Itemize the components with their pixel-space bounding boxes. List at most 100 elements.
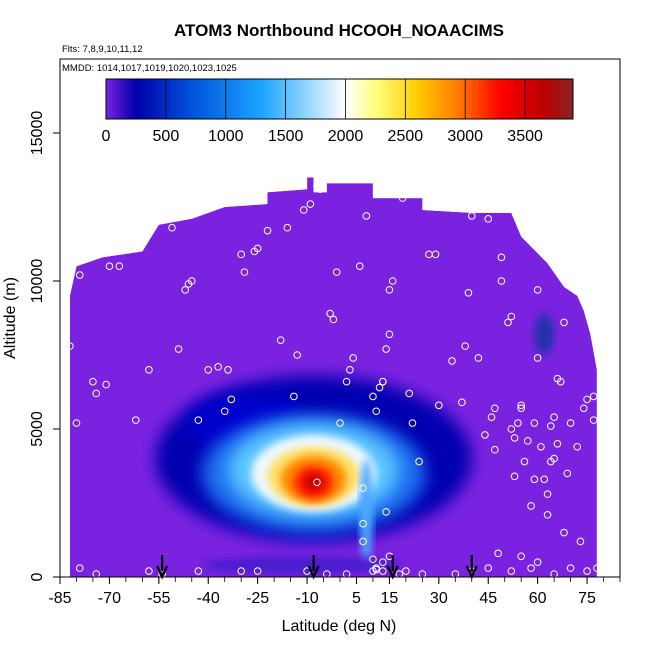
- sample-point: [520, 457, 529, 466]
- sample-point: [563, 469, 572, 478]
- sample-point: [583, 567, 591, 575]
- sample-point: [253, 567, 262, 575]
- y-tick-label: 10000: [29, 259, 46, 304]
- dates-subtitle: MMDD: 1014,1017,1019,1020,1023,1025: [62, 63, 237, 74]
- sample-point: [329, 315, 338, 324]
- sample-point: [194, 567, 203, 575]
- sample-point: [131, 416, 140, 424]
- x-tick-label: 45: [479, 590, 497, 607]
- x-tick-label: 30: [430, 590, 448, 607]
- colorbar-tick-label: 1500: [268, 128, 304, 145]
- sample-point: [379, 558, 387, 567]
- sample-point: [204, 366, 213, 374]
- sample-point: [491, 445, 499, 454]
- sample-point: [510, 434, 519, 442]
- sample-point: [556, 377, 565, 386]
- sample-point: [402, 567, 410, 575]
- sample-point: [145, 366, 153, 374]
- sample-point: [237, 567, 245, 575]
- y-tick-label: 0: [29, 572, 46, 581]
- sample-point: [72, 419, 81, 427]
- sample-point: [359, 484, 367, 493]
- sample-point: [388, 277, 397, 285]
- sample-point: [385, 330, 394, 339]
- sample-point: [593, 564, 601, 572]
- sample-point: [382, 508, 390, 516]
- sample-point: [326, 309, 334, 318]
- sample-point: [484, 215, 493, 223]
- sample-point: [375, 383, 384, 392]
- sample-point: [448, 357, 456, 365]
- x-axis: -85 -70 -55 -40 -25 -10 5 15 30 45 60 75: [48, 576, 621, 607]
- sample-point: [497, 277, 506, 285]
- sample-point: [253, 244, 262, 253]
- sample-point: [349, 354, 357, 362]
- sample-point: [369, 555, 377, 564]
- sample-point: [181, 286, 189, 294]
- colorbar-body: [105, 78, 574, 120]
- sample-point: [379, 567, 387, 575]
- sample-point: [372, 407, 381, 416]
- sample-point: [566, 564, 575, 572]
- sample-point: [283, 223, 292, 232]
- sample-point: [507, 425, 516, 433]
- x-tick-label: -55: [147, 590, 170, 607]
- sample-point: [263, 226, 272, 235]
- x-tick-label: 15: [381, 590, 399, 607]
- sample-point: [583, 395, 591, 404]
- sample-point: [194, 416, 203, 424]
- sample-point: [379, 377, 387, 386]
- sample-point: [346, 366, 354, 374]
- sample-point: [227, 395, 236, 404]
- sample-point: [332, 268, 341, 276]
- sample-point: [484, 564, 493, 572]
- sample-point: [527, 564, 535, 572]
- sample-point: [461, 342, 469, 350]
- sample-point: [593, 312, 601, 321]
- sample-point: [276, 336, 285, 345]
- sample-point: [240, 268, 249, 276]
- sample-point: [385, 286, 394, 294]
- sample-point: [517, 404, 525, 413]
- sample-point: [431, 250, 440, 259]
- sample-point: [589, 416, 598, 424]
- sample-point: [523, 437, 532, 445]
- sample-point: [527, 502, 535, 510]
- sample-point: [168, 223, 176, 232]
- sample-point: [105, 262, 114, 271]
- x-tick-label: -25: [246, 590, 269, 607]
- sample-point: [543, 511, 552, 519]
- sample-point: [533, 354, 542, 362]
- sample-point: [576, 537, 585, 546]
- sample-point: [537, 442, 545, 451]
- blob-thin-column: [359, 458, 373, 566]
- sample-point: [145, 567, 153, 575]
- sample-point: [290, 392, 298, 401]
- sample-point: [550, 454, 558, 463]
- sample-point: [89, 377, 97, 386]
- sample-point: [560, 528, 568, 537]
- sample-point: [533, 286, 542, 294]
- sample-point: [408, 419, 417, 427]
- sample-point: [293, 351, 301, 359]
- sample-point: [187, 277, 196, 285]
- sample-points: [66, 182, 601, 578]
- sample-point: [491, 404, 499, 413]
- sample-point: [579, 404, 588, 413]
- sample-point: [92, 389, 101, 398]
- sample-point: [398, 194, 407, 202]
- blob-north-patch: [534, 313, 555, 355]
- colorbar-tick-label: 3500: [507, 128, 543, 145]
- x-tick-label: -70: [98, 590, 121, 607]
- sample-point: [560, 318, 568, 327]
- y-axis: 0 5000 10000 15000: [29, 111, 60, 581]
- x-tick-label: 5: [352, 590, 361, 607]
- colorbar-tick-label: 2500: [388, 128, 424, 145]
- sample-point: [224, 366, 232, 374]
- sample-point: [306, 200, 315, 208]
- sample-point: [507, 567, 516, 575]
- blob-surface: [201, 556, 400, 575]
- sample-point: [405, 389, 413, 398]
- sample-point: [115, 262, 124, 271]
- sample-point: [550, 413, 558, 421]
